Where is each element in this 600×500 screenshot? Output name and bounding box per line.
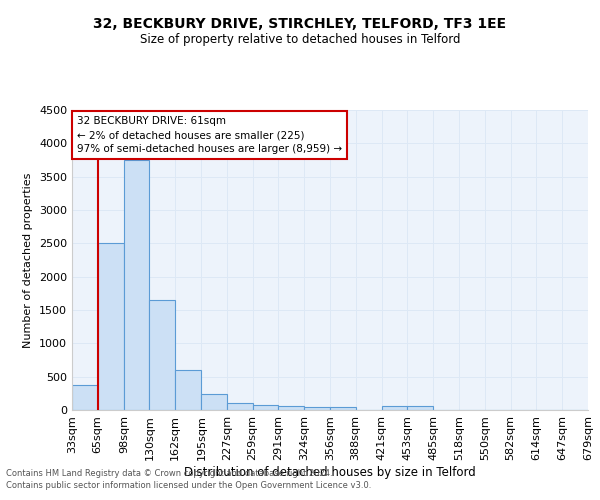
Bar [124, 160, 149, 410]
Text: Size of property relative to detached houses in Telford: Size of property relative to detached ho… [140, 32, 460, 46]
Text: Contains public sector information licensed under the Open Government Licence v3: Contains public sector information licen… [6, 481, 371, 490]
Bar [175, 370, 202, 410]
Text: 32 BECKBURY DRIVE: 61sqm
← 2% of detached houses are smaller (225)
97% of semi-d: 32 BECKBURY DRIVE: 61sqm ← 2% of detache… [77, 116, 342, 154]
Bar [72, 384, 98, 410]
Text: Contains HM Land Registry data © Crown copyright and database right 2024.: Contains HM Land Registry data © Crown c… [6, 468, 332, 477]
Bar [227, 402, 253, 410]
Y-axis label: Number of detached properties: Number of detached properties [23, 172, 34, 348]
Bar [382, 406, 407, 410]
Bar [407, 406, 433, 410]
Bar [304, 406, 330, 410]
Bar [98, 244, 124, 410]
Bar [278, 406, 304, 410]
Bar [202, 394, 227, 410]
Bar [149, 300, 175, 410]
X-axis label: Distribution of detached houses by size in Telford: Distribution of detached houses by size … [184, 466, 476, 478]
Bar [330, 406, 356, 410]
Text: 32, BECKBURY DRIVE, STIRCHLEY, TELFORD, TF3 1EE: 32, BECKBURY DRIVE, STIRCHLEY, TELFORD, … [94, 18, 506, 32]
Bar [253, 406, 278, 410]
